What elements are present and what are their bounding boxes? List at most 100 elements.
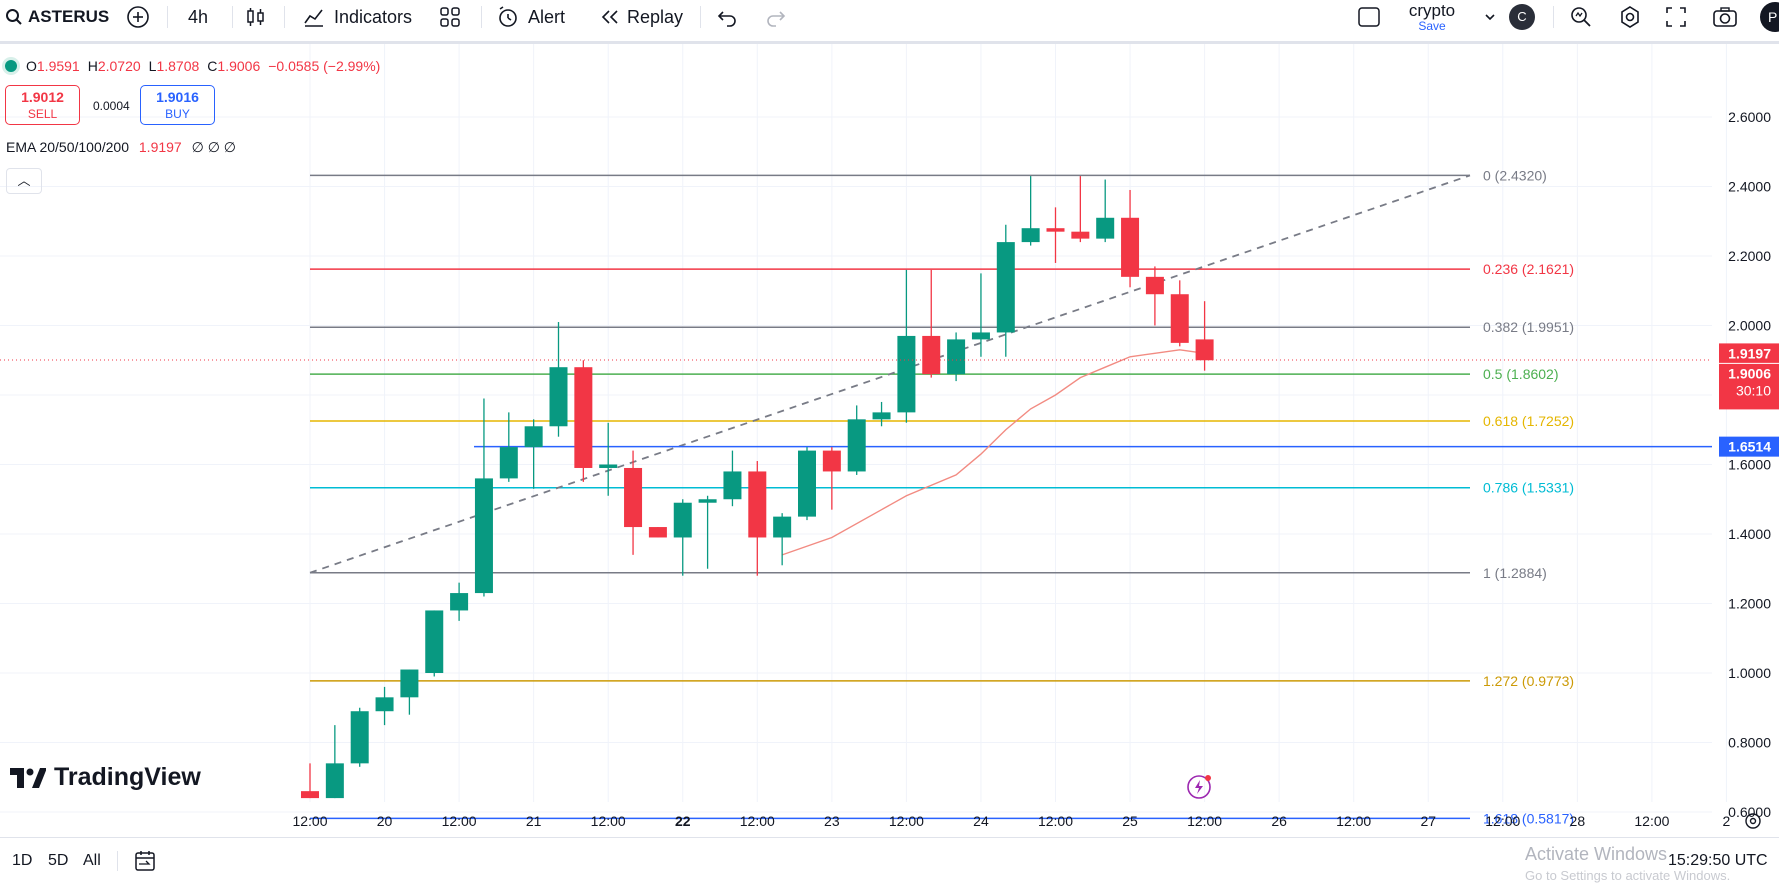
snapshot-button[interactable]: [1712, 4, 1738, 30]
realtime-button[interactable]: [1186, 774, 1212, 800]
tradingview-logo[interactable]: TradingView: [10, 763, 201, 792]
ema-legend[interactable]: EMA 20/50/100/200 1.9197 ∅ ∅ ∅: [6, 139, 236, 156]
price-label-EMA: 1.9197: [1728, 345, 1771, 361]
candle-body: [599, 464, 618, 468]
fib-level-label: 0.618 (1.7252): [1483, 413, 1574, 429]
candle-body: [474, 478, 493, 594]
activate-windows-watermark: Activate Windows: [1525, 844, 1668, 864]
bottom-toolbar: 1D 5D All 15:29:50 UTC: [0, 840, 1779, 881]
candle: [1170, 280, 1189, 347]
templates-button[interactable]: [439, 4, 461, 30]
candle-body: [723, 471, 742, 500]
utc-clock[interactable]: 15:29:50 UTC: [1668, 852, 1768, 869]
symbol-search[interactable]: ASTERUS: [5, 4, 109, 30]
compare-button[interactable]: [126, 4, 150, 30]
settings-button[interactable]: [1618, 4, 1642, 30]
buy-button[interactable]: 1.9016 BUY: [140, 85, 215, 125]
ohlc-legend: O 1.9591 H 2.0720 L 1.8708 C 1.9006 −0.0…: [5, 58, 380, 74]
indicators-button[interactable]: Indicators: [302, 4, 412, 30]
tv-logo-icon: [10, 767, 46, 788]
candle: [499, 412, 518, 482]
fib-level-label: 0.236 (2.1621): [1483, 261, 1574, 277]
toolbar-divider-line: [0, 41, 1779, 44]
gear-icon: [1621, 6, 1639, 28]
candle: [1021, 176, 1040, 246]
candle: [872, 401, 891, 427]
add-circle-icon: [127, 6, 149, 28]
time-tick-label: 12:00: [1634, 813, 1669, 829]
candle: [301, 763, 319, 799]
range-all[interactable]: All: [83, 852, 101, 869]
horizontal-line-price-label: 1.6514: [1719, 436, 1779, 457]
price-tick-label: 1.0000: [1728, 665, 1771, 681]
spread-value: 0.0004: [93, 99, 130, 113]
top-toolbar: ASTERUS 4h Indicators Alert Replay crypt…: [0, 0, 1779, 34]
avatar[interactable]: C: [1509, 4, 1535, 30]
candle: [996, 224, 1015, 357]
high-label: H: [87, 58, 98, 74]
layout-toggle-button[interactable]: [1357, 4, 1381, 30]
undo-button[interactable]: [716, 4, 738, 30]
candle: [822, 447, 841, 510]
time-tick-label: 12:00: [1038, 813, 1073, 829]
ema-placeholders: ∅ ∅ ∅: [191, 139, 236, 155]
price-tick-label: 1.6000: [1728, 457, 1771, 473]
fullscreen-button[interactable]: [1665, 4, 1687, 30]
redo-button[interactable]: [765, 4, 787, 30]
goto-date-icon[interactable]: [133, 849, 157, 873]
price-tick-label: 2.6000: [1728, 109, 1771, 125]
price-chart[interactable]: 0 (2.4320) 0.236 (2.1621) 0.382 (1.9951) 0.…: [0, 44, 1779, 837]
profile-avatar[interactable]: P: [1760, 2, 1779, 32]
time-tick-label: 12:00: [292, 813, 327, 829]
time-tick-label: 12:00: [442, 813, 477, 829]
candle: [1121, 189, 1140, 288]
candle-body: [1096, 217, 1115, 239]
time-tick-label: 25: [1122, 813, 1138, 829]
candle-body: [450, 593, 469, 611]
chevron-down-icon: [1485, 14, 1495, 21]
collapse-legend-button[interactable]: ︿: [6, 168, 42, 194]
layout-menu[interactable]: crypto Save: [1407, 1, 1457, 33]
square-icon: [1358, 7, 1380, 27]
candle: [947, 332, 966, 382]
alert-button[interactable]: Alert: [496, 4, 565, 30]
interval-button[interactable]: 4h: [188, 6, 209, 27]
time-tick-label: 12:00: [1187, 813, 1222, 829]
layout-name: crypto: [1408, 1, 1456, 20]
candle: [1195, 301, 1214, 371]
search-icon: [6, 9, 22, 25]
candle-body: [922, 335, 941, 375]
candle: [425, 610, 444, 677]
alert-label: Alert: [528, 6, 566, 27]
buy-price: 1.9016: [156, 89, 199, 105]
toolbar-divider: [284, 6, 285, 28]
range-1d[interactable]: 1D: [12, 852, 33, 869]
axis-settings-ring: [1745, 813, 1761, 829]
price-tick-label: 2.4000: [1728, 179, 1771, 195]
sell-button[interactable]: 1.9012 SELL: [5, 85, 80, 125]
layout-save-label: Save: [1418, 19, 1446, 33]
candle-body: [673, 502, 692, 538]
fib-level-label: 1.618 (0.5817): [1483, 810, 1574, 826]
layout-dropdown-button[interactable]: [1483, 4, 1497, 30]
fib-level-label: 0.786 (1.5331): [1483, 480, 1574, 496]
fib-level-label: 1.272 (0.9773): [1483, 673, 1574, 689]
candle-body: [524, 426, 543, 448]
chart-type-button[interactable]: [245, 4, 267, 30]
sell-price: 1.9012: [21, 89, 64, 105]
candle: [847, 405, 866, 475]
price-label-last: 1.9006: [1728, 365, 1771, 381]
time-tick-label: 20: [377, 813, 393, 829]
replay-button[interactable]: Replay: [599, 4, 683, 30]
candle-body: [773, 516, 792, 538]
range-5d[interactable]: 5D: [48, 852, 69, 869]
candle-body: [350, 711, 369, 764]
candle: [922, 269, 941, 378]
price-label-bg: [1719, 436, 1779, 457]
quick-search-button[interactable]: [1569, 4, 1593, 30]
price-tick-label: 2.2000: [1728, 248, 1771, 264]
close-value: 1.9006: [217, 58, 261, 74]
price-axis: 0.60000.80001.00001.20001.40001.60001.80…: [1728, 109, 1771, 820]
